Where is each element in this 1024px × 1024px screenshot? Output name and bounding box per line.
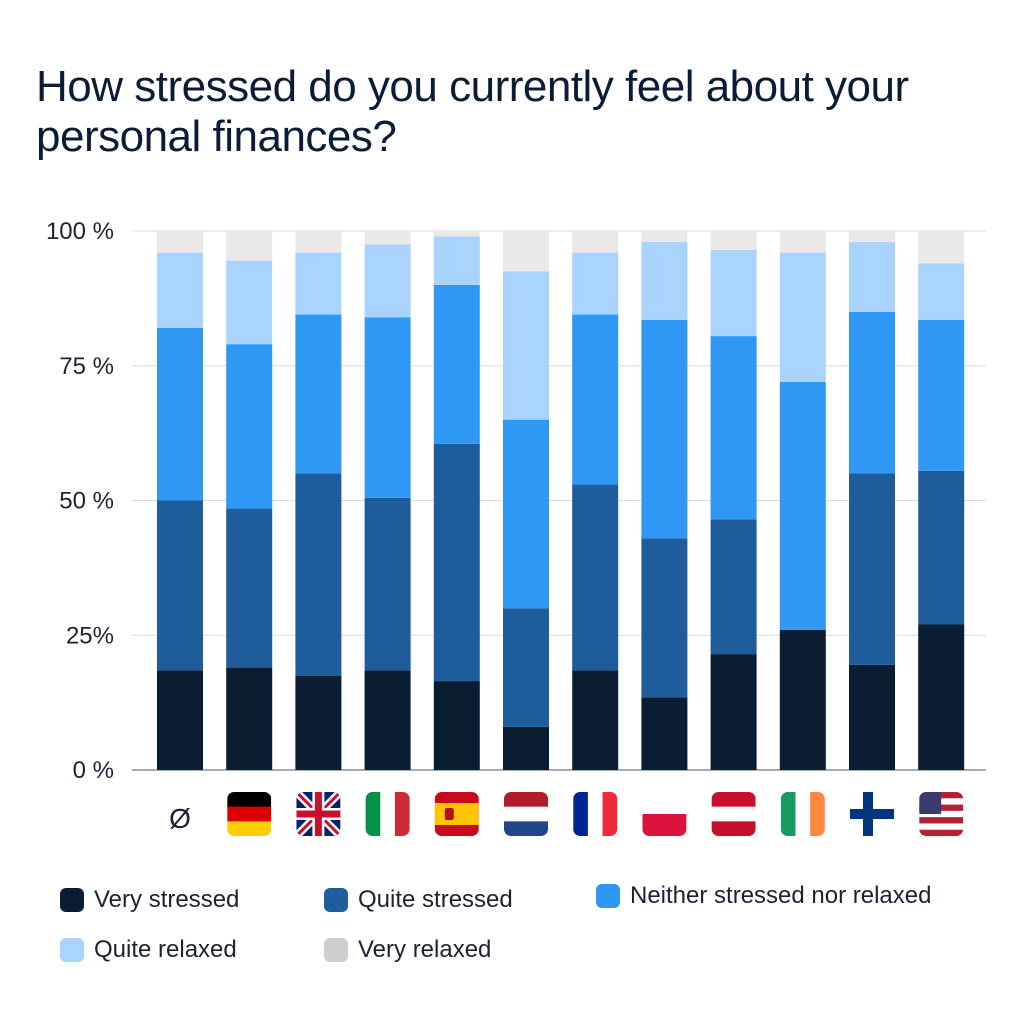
bar-segment bbox=[779, 231, 826, 253]
flag-it-icon bbox=[365, 792, 410, 836]
bar-segment bbox=[572, 484, 619, 671]
bar-segment bbox=[572, 314, 619, 485]
bar-segment bbox=[710, 336, 757, 520]
bars bbox=[157, 231, 965, 770]
bar-segment bbox=[226, 667, 273, 770]
bar-segment bbox=[641, 697, 688, 770]
bar-segment bbox=[157, 328, 203, 501]
bar-segment bbox=[157, 670, 203, 770]
bar-segment bbox=[295, 252, 342, 315]
bar-segment bbox=[503, 419, 549, 609]
bar-segment bbox=[157, 500, 203, 671]
bar-segment bbox=[503, 231, 549, 272]
bar-segment bbox=[572, 231, 619, 253]
bar-segment bbox=[295, 231, 342, 253]
bar-segment bbox=[779, 252, 826, 382]
bar-segment bbox=[226, 508, 273, 668]
bar-segment bbox=[710, 654, 757, 770]
flag-fr-icon bbox=[573, 792, 618, 836]
bar-segment bbox=[364, 497, 411, 671]
bar-segment bbox=[710, 249, 757, 337]
bar-segment bbox=[710, 231, 757, 250]
bar-segment bbox=[364, 670, 411, 770]
flag-gb-icon bbox=[296, 792, 341, 836]
x-axis-flags: Ø bbox=[169, 792, 964, 836]
bar-segment bbox=[918, 624, 965, 770]
bar-segment bbox=[433, 681, 480, 770]
bar-segment bbox=[433, 443, 480, 682]
bar-segment bbox=[641, 231, 688, 242]
bar-segment bbox=[295, 675, 342, 770]
bar-segment bbox=[641, 241, 688, 320]
flag-de-icon bbox=[227, 792, 272, 836]
bar-segment bbox=[226, 231, 273, 261]
y-tick-label: 100 % bbox=[46, 218, 114, 245]
bar-segment bbox=[572, 252, 619, 315]
bar-segment bbox=[849, 664, 895, 770]
bar-segment bbox=[779, 629, 826, 770]
flag-us-icon bbox=[919, 792, 964, 836]
gridlines bbox=[132, 230, 986, 771]
flag-nl-icon bbox=[504, 792, 548, 836]
bar-segment bbox=[779, 381, 826, 630]
bar-segment bbox=[849, 311, 895, 474]
bar-segment bbox=[157, 252, 203, 329]
bar-segment bbox=[157, 231, 203, 253]
y-tick-label: 0 % bbox=[73, 757, 114, 784]
bar-segment bbox=[503, 271, 549, 420]
flag-es-icon bbox=[434, 792, 479, 836]
bar-segment bbox=[918, 319, 965, 471]
bar-segment bbox=[918, 263, 965, 320]
y-axis-ticks: 0 % 25% 50 % 75 % 100 % bbox=[46, 218, 114, 784]
bar-segment bbox=[295, 314, 342, 474]
bar-segment bbox=[226, 344, 273, 509]
y-tick-label: 25% bbox=[66, 622, 114, 649]
bar-segment bbox=[364, 244, 411, 318]
bar-segment bbox=[849, 473, 895, 665]
bar-segment bbox=[641, 538, 688, 698]
y-tick-label: 50 % bbox=[59, 488, 114, 515]
bar-segment bbox=[918, 470, 965, 625]
bar-segment bbox=[364, 317, 411, 498]
bar-segment bbox=[503, 608, 549, 727]
flag-pl-icon bbox=[642, 792, 687, 836]
bar-segment bbox=[226, 260, 273, 345]
bar-segment bbox=[572, 670, 619, 770]
flag-at-icon bbox=[711, 792, 756, 836]
bar-segment bbox=[364, 231, 411, 245]
bar-segment bbox=[710, 519, 757, 655]
bar-segment bbox=[433, 236, 480, 285]
bar-segment bbox=[295, 473, 342, 676]
bar-segment bbox=[849, 231, 895, 242]
chart-title: How stressed do you currently feel about… bbox=[36, 62, 909, 161]
bar-segment bbox=[503, 726, 549, 770]
bar-segment bbox=[849, 241, 895, 312]
x-category-label: Ø bbox=[169, 803, 191, 834]
bar-segment bbox=[641, 319, 688, 539]
y-tick-label: 75 % bbox=[59, 353, 114, 380]
flag-ie-icon bbox=[780, 792, 825, 836]
bar-segment bbox=[433, 231, 480, 237]
bar-segment bbox=[918, 231, 965, 264]
flag-fi-icon bbox=[850, 792, 894, 836]
bar-segment bbox=[433, 284, 480, 444]
